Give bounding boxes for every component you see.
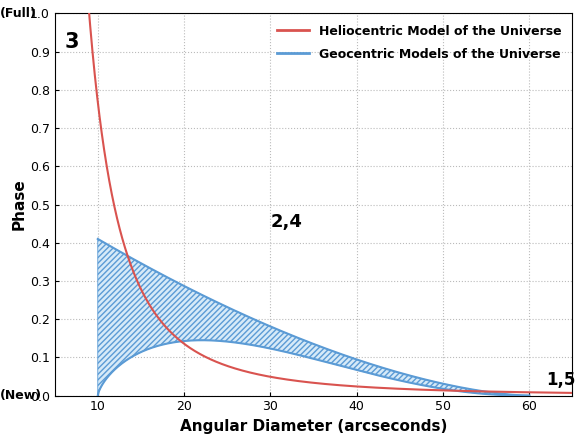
Text: (New): (New) <box>0 389 42 402</box>
X-axis label: Angular Diameter (arcseconds): Angular Diameter (arcseconds) <box>180 419 447 434</box>
Y-axis label: Phase: Phase <box>12 179 27 230</box>
Text: 2,4: 2,4 <box>270 213 302 232</box>
Text: 1,5: 1,5 <box>547 371 576 389</box>
Text: 3: 3 <box>65 32 80 52</box>
Legend: Heliocentric Model of the Universe, Geocentric Models of the Universe: Heliocentric Model of the Universe, Geoc… <box>272 20 566 66</box>
Text: (Full): (Full) <box>0 7 37 20</box>
